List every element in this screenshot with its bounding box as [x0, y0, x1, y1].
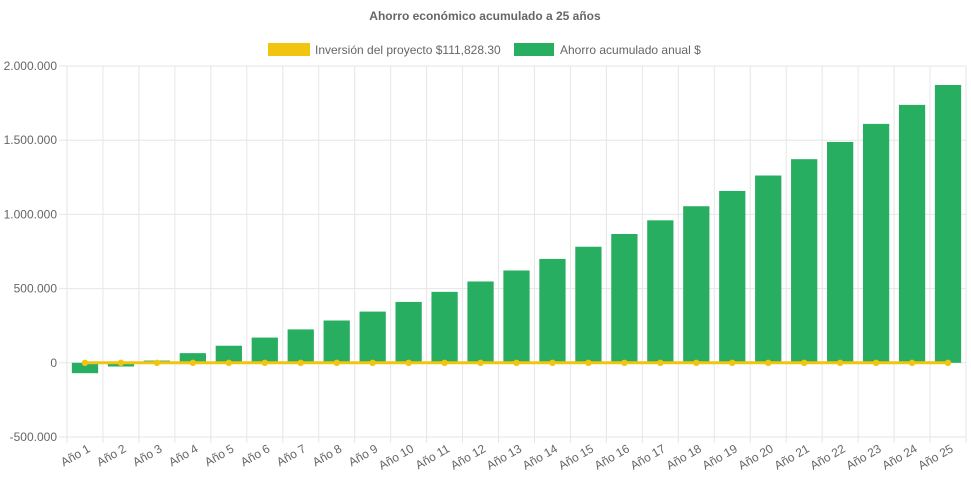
point-investment[interactable]: [908, 359, 916, 366]
x-tick-label: Año 7: [274, 441, 308, 469]
point-investment[interactable]: [333, 359, 340, 366]
x-tick-label: Año 16: [592, 441, 632, 472]
x-tick-label: Año 18: [664, 441, 704, 472]
bar-savings[interactable]: [755, 175, 782, 363]
point-investment[interactable]: [189, 359, 197, 366]
x-tick-label: Año 10: [376, 441, 416, 472]
y-tick-label: 0: [50, 356, 57, 370]
legend-swatch-investment: [268, 43, 310, 56]
point-investment[interactable]: [657, 359, 664, 366]
y-axis-ticks: 2.000.000 1.500.000 1.000.000 500.000 0 -500.…: [4, 59, 58, 444]
line-series: [81, 359, 952, 366]
x-tick-label: Año 25: [916, 441, 956, 472]
point-investment[interactable]: [872, 359, 880, 366]
x-tick-label: Año 17: [628, 441, 668, 472]
bar-savings[interactable]: [611, 233, 638, 363]
point-investment[interactable]: [549, 359, 556, 366]
bar-savings[interactable]: [934, 84, 962, 363]
x-tick-label: Año 15: [556, 441, 596, 472]
point-investment[interactable]: [585, 359, 592, 366]
bar-savings[interactable]: [575, 246, 602, 363]
point-investment[interactable]: [153, 359, 161, 366]
point-investment[interactable]: [729, 359, 736, 366]
bar-savings[interactable]: [503, 270, 530, 363]
chart-title: Ahorro económico acumulado a 25 años: [369, 9, 601, 23]
bar-savings[interactable]: [467, 281, 494, 363]
x-tick-label: Año 9: [346, 441, 380, 469]
point-investment[interactable]: [225, 359, 233, 366]
point-investment[interactable]: [369, 359, 376, 366]
bar-savings[interactable]: [862, 123, 890, 363]
point-investment[interactable]: [117, 359, 125, 366]
y-tick-label: 1.500.000: [4, 133, 58, 147]
legend: Inversión del proyecto $111,828.30 Ahorr…: [268, 43, 701, 57]
x-tick-label: Año 14: [520, 441, 560, 472]
bar-savings[interactable]: [395, 301, 422, 363]
bar-savings[interactable]: [323, 320, 350, 363]
legend-label-savings: Ahorro acumulado anual $: [560, 43, 701, 57]
bar-savings[interactable]: [251, 337, 278, 363]
y-tick-label: 500.000: [14, 282, 58, 296]
x-tick-label: Año 19: [700, 441, 740, 472]
point-investment[interactable]: [513, 359, 520, 366]
legend-item-investment[interactable]: Inversión del proyecto $111,828.30: [268, 43, 501, 57]
x-tick-label: Año 1: [58, 441, 92, 469]
point-investment[interactable]: [441, 359, 448, 366]
bar-savings[interactable]: [791, 159, 818, 363]
bar-savings[interactable]: [179, 353, 206, 363]
x-tick-label: Año 20: [736, 441, 776, 472]
bar-series: [71, 84, 962, 374]
point-investment[interactable]: [693, 359, 700, 366]
bar-savings[interactable]: [719, 190, 746, 363]
point-investment[interactable]: [800, 359, 808, 366]
x-tick-label: Año 4: [166, 441, 200, 469]
x-tick-label: Año 21: [772, 441, 812, 472]
point-investment[interactable]: [836, 359, 844, 366]
y-tick-label: -500.000: [10, 430, 58, 444]
point-investment[interactable]: [81, 359, 89, 366]
bar-savings[interactable]: [215, 345, 242, 363]
x-tick-label: Año 8: [310, 441, 344, 469]
y-tick-label: 2.000.000: [4, 59, 58, 73]
bar-savings[interactable]: [683, 206, 710, 363]
legend-item-savings[interactable]: Ahorro acumulado anual $: [514, 43, 701, 57]
bar-savings[interactable]: [827, 141, 854, 363]
x-tick-label: Año 6: [238, 441, 272, 469]
x-tick-label: Año 3: [130, 441, 164, 469]
y-tick-label: 1.000.000: [4, 207, 58, 221]
x-tick-label: Año 5: [202, 441, 236, 469]
point-investment[interactable]: [477, 359, 484, 366]
x-tick-label: Año 22: [808, 441, 848, 472]
x-tick-label: Año 2: [94, 441, 128, 469]
point-investment[interactable]: [261, 359, 268, 366]
point-investment[interactable]: [944, 359, 952, 366]
grid: [59, 65, 967, 443]
legend-label-investment: Inversión del proyecto $111,828.30: [315, 43, 501, 57]
bar-savings[interactable]: [647, 220, 674, 363]
bar-savings[interactable]: [898, 104, 926, 363]
x-tick-label: Año 23: [844, 441, 884, 472]
bar-savings[interactable]: [359, 311, 386, 363]
point-investment[interactable]: [405, 359, 412, 366]
point-investment[interactable]: [765, 359, 772, 366]
bar-savings[interactable]: [71, 362, 99, 374]
x-tick-label: Año 13: [484, 441, 524, 472]
point-investment[interactable]: [621, 359, 628, 366]
x-tick-label: Año 24: [880, 441, 920, 472]
bar-savings[interactable]: [431, 291, 458, 363]
legend-swatch-savings: [514, 43, 554, 56]
point-investment[interactable]: [297, 359, 304, 366]
bar-savings[interactable]: [539, 258, 566, 363]
x-tick-label: Año 11: [413, 441, 452, 472]
bar-savings[interactable]: [287, 329, 314, 363]
x-tick-label: Año 12: [448, 441, 488, 472]
x-axis-ticks: Año 1 Año 2 Año 3 Año 4 Año 5 Año 6 Año 7 Año 8…: [58, 441, 955, 472]
